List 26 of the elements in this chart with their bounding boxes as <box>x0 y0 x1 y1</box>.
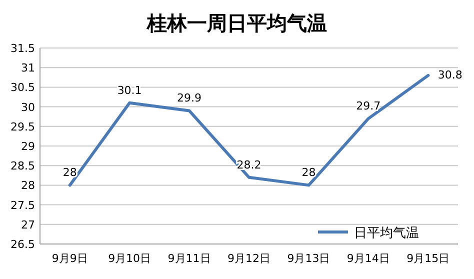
data-label: 28 <box>62 166 77 180</box>
data-label: 30.1 <box>117 84 142 97</box>
y-tick-label: 29.5 <box>10 120 35 134</box>
x-tick-label: 9月9日 <box>52 252 88 265</box>
y-tick-label: 31.5 <box>10 42 35 55</box>
chart-title: 桂林一周日平均气温 <box>146 11 327 35</box>
y-tick-label: 28.5 <box>10 160 35 173</box>
y-tick-label: 28 <box>21 179 35 192</box>
x-tick-label: 9月10日 <box>108 252 152 265</box>
x-tick-label: 9月11日 <box>168 252 211 265</box>
data-label: 28 <box>302 166 316 180</box>
data-label: 29.7 <box>356 100 381 113</box>
y-tick-label: 30.5 <box>10 81 35 94</box>
x-tick-label: 9月13日 <box>287 252 330 265</box>
data-label: 29.9 <box>177 92 202 105</box>
y-tick-label: 27 <box>21 218 35 232</box>
y-tick-label: 27.5 <box>10 198 35 212</box>
y-tick-label: 30 <box>21 100 35 114</box>
data-label: 30.8 <box>438 68 462 82</box>
x-tick-label: 9月14日 <box>346 252 390 265</box>
y-tick-label: 26.5 <box>10 238 35 251</box>
x-tick-label: 9月12日 <box>228 252 270 265</box>
y-tick-label: 31 <box>21 62 35 75</box>
x-tick-label: 9月15日 <box>406 252 450 265</box>
y-tick-label: 29 <box>21 140 35 153</box>
legend-label: 日平均气温 <box>354 226 419 241</box>
